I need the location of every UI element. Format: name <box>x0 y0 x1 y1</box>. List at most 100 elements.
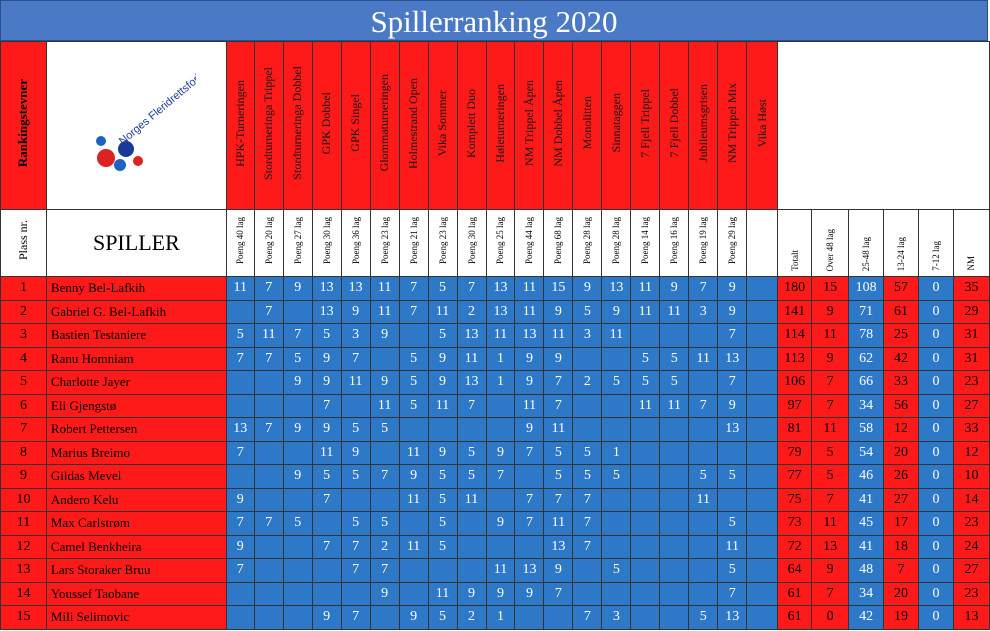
score-cell <box>659 581 690 606</box>
score-cell: 7 <box>253 511 284 536</box>
score-cell: 7 <box>572 487 603 512</box>
score-cell <box>311 511 342 536</box>
score-cell: 5 <box>717 511 748 536</box>
summary-cell: 7 <box>811 393 850 418</box>
summary-cell: 45 <box>848 511 885 536</box>
score-cell: 5 <box>717 558 748 583</box>
score-cell <box>514 534 545 559</box>
score-cell <box>253 534 284 559</box>
event-header: NM Trippel Mix <box>717 41 748 210</box>
event-header: Stordturneringa Trippel <box>253 41 284 210</box>
logo-cell: Norges Fleridrettsforbund // Petanque <box>45 41 227 210</box>
table-row: 10 Andero Kelu 9 7 11 5 11 7 7 7 11 75 7 41 27 0 14 <box>0 487 990 512</box>
summary-cell: 31 <box>952 346 990 371</box>
event-points-label: Poeng 68 lag <box>553 217 564 264</box>
score-cell: 11 <box>688 346 719 371</box>
summary-cell: 5 <box>811 464 850 489</box>
score-cell: 1 <box>485 370 516 395</box>
event-name: Monolitten <box>579 96 594 150</box>
summary-header-label: NM <box>966 256 977 271</box>
score-cell: 9 <box>543 558 574 583</box>
event-header: GPK Singel <box>340 41 371 210</box>
score-cell: 13 <box>456 370 487 395</box>
score-cell: 5 <box>427 511 458 536</box>
event-points-header: Poeng 20 lag <box>253 209 284 277</box>
event-name: NM Dobbel Åpen <box>550 79 565 167</box>
score-cell: 7 <box>253 346 284 371</box>
summary-cell: 20 <box>883 581 919 606</box>
summary-cell: 17 <box>883 511 919 536</box>
score-cell: 11 <box>543 511 574 536</box>
score-cell: 11 <box>630 276 661 301</box>
score-cell: 5 <box>630 370 661 395</box>
score-cell: 11 <box>398 440 429 465</box>
summary-cell: 54 <box>848 440 885 465</box>
score-cell: 9 <box>485 440 516 465</box>
score-cell: 7 <box>225 440 255 465</box>
score-cell <box>630 511 661 536</box>
score-cell: 5 <box>688 464 719 489</box>
summary-cell: 61 <box>883 299 919 324</box>
summary-cell: 141 <box>777 299 813 324</box>
score-cell: 9 <box>340 299 371 324</box>
score-cell: 13 <box>340 276 371 301</box>
summary-cell: 34 <box>848 581 885 606</box>
event-header: Glommaturneringen <box>369 41 400 210</box>
score-cell: 1 <box>601 440 632 465</box>
summary-cell: 0 <box>918 299 954 324</box>
score-cell <box>311 581 342 606</box>
score-cell <box>572 581 603 606</box>
score-cell <box>659 558 690 583</box>
summary-header-label: Over 48 lag <box>825 228 836 272</box>
rank-cell: 1 <box>0 276 47 301</box>
score-cell: 9 <box>717 393 748 418</box>
score-cell <box>253 605 284 630</box>
summary-cell: 0 <box>918 370 954 395</box>
summary-header: NM <box>952 209 990 277</box>
player-name: Bastien Testaniere <box>45 323 227 348</box>
event-name: Vika Høst <box>754 98 769 148</box>
score-cell: 11 <box>485 558 516 583</box>
player-name: Youssef Taobane <box>45 581 227 606</box>
score-cell: 9 <box>572 276 603 301</box>
event-points-label: Poeng 23 lag <box>379 217 390 264</box>
summary-cell: 9 <box>811 346 850 371</box>
player-name: Charlotte Jayer <box>45 370 227 395</box>
score-cell: 11 <box>514 276 545 301</box>
score-cell <box>485 487 516 512</box>
event-points-header: Poeng 14 lag <box>630 209 661 277</box>
score-cell: 2 <box>456 605 487 630</box>
score-cell: 11 <box>688 487 719 512</box>
table-row: 13 Lars Storaker Bruu 7 7 7 11 13 9 5 5 64 9 48 7 0 27 <box>0 558 990 583</box>
summary-cell: 11 <box>811 417 850 442</box>
player-name: Robert Pettersen <box>45 417 227 442</box>
score-cell: 11 <box>659 393 690 418</box>
summary-cell: 114 <box>777 323 813 348</box>
score-cell <box>688 440 719 465</box>
summary-cell: 72 <box>777 534 813 559</box>
score-cell: 11 <box>427 393 458 418</box>
summary-header: 25-48 lag <box>848 209 885 277</box>
score-cell: 13 <box>311 299 342 324</box>
event-points-header: Poeng 68 lag <box>543 209 574 277</box>
score-cell: 7 <box>456 393 487 418</box>
score-cell: 7 <box>543 370 574 395</box>
rank-cell: 8 <box>0 440 47 465</box>
player-name: Andero Kelu <box>45 487 227 512</box>
score-cell: 7 <box>514 487 545 512</box>
score-cell: 15 <box>543 276 574 301</box>
score-cell: 13 <box>485 276 516 301</box>
score-cell <box>746 558 779 583</box>
score-cell: 11 <box>630 393 661 418</box>
event-name: Holmestrand Open <box>406 77 421 169</box>
summary-cell: 31 <box>952 323 990 348</box>
event-name: 7 Fjell Trippel <box>637 88 652 158</box>
table-row: 7 Robert Pettersen 13 7 9 9 5 5 9 11 13 81 11 58 12 0 33 <box>0 417 990 442</box>
score-cell: 7 <box>282 323 313 348</box>
score-cell <box>746 370 779 395</box>
score-cell <box>717 487 748 512</box>
score-cell: 9 <box>311 605 342 630</box>
summary-cell: 56 <box>883 393 919 418</box>
score-cell <box>746 605 779 630</box>
summary-cell: 7 <box>883 558 919 583</box>
